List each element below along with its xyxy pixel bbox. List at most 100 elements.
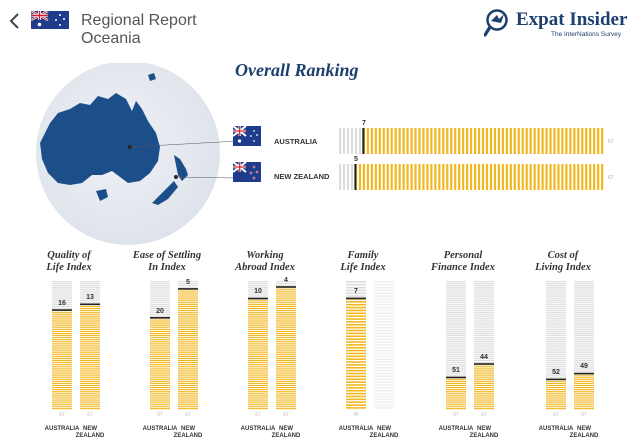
column-segment <box>374 381 394 383</box>
column-segment <box>52 323 72 325</box>
column-segment <box>52 281 72 283</box>
overall-segment <box>358 128 362 154</box>
column-segment <box>52 388 72 390</box>
column-segment <box>346 286 366 289</box>
overall-rank-value-australia: 7 <box>362 120 366 127</box>
column-segment <box>276 354 296 356</box>
column-segment <box>248 383 268 385</box>
column-segment <box>446 371 466 373</box>
australia-flag-icon <box>233 126 261 146</box>
overall-segment <box>473 128 477 154</box>
column-segment <box>374 407 394 409</box>
column-segment <box>248 371 268 373</box>
column-segment <box>80 367 100 369</box>
column-segment <box>574 388 594 390</box>
column-segment <box>546 311 566 313</box>
column-segment <box>546 367 566 369</box>
overall-segment <box>402 128 405 154</box>
column-segment <box>574 321 594 323</box>
column-segment <box>80 394 100 396</box>
column-segment <box>446 338 466 340</box>
column-segment <box>346 295 366 297</box>
column-segment <box>374 303 394 306</box>
back-chevron-icon[interactable] <box>8 11 22 31</box>
column-segment <box>474 315 494 317</box>
overall-segment <box>525 128 528 154</box>
column-rank-marker <box>52 309 72 311</box>
overall-segment <box>434 128 437 154</box>
column-segment <box>276 394 296 396</box>
column-rank-marker <box>80 303 100 306</box>
column-segment <box>574 304 594 306</box>
column-segment <box>374 395 394 398</box>
column-segment <box>150 384 170 387</box>
column-segment <box>546 294 566 296</box>
column-segment <box>178 350 198 352</box>
column-segment <box>374 306 394 309</box>
column-segment <box>474 406 494 408</box>
column-segment <box>178 284 198 286</box>
column-segment <box>80 369 100 371</box>
column-segment <box>574 281 594 283</box>
column-segment <box>178 388 198 390</box>
column-segment <box>276 373 296 375</box>
index-value-1-new_zealand: 5 <box>186 278 190 286</box>
column-segment <box>474 384 494 387</box>
column-segment <box>276 400 296 402</box>
column-segment <box>150 404 170 406</box>
column-segment <box>346 301 366 303</box>
overall-segment <box>589 128 592 154</box>
overall-segment <box>549 128 552 154</box>
column-segment <box>346 387 366 389</box>
column-segment <box>276 296 296 298</box>
column-segment <box>446 319 466 321</box>
column-segment <box>80 375 100 377</box>
column-segment <box>276 408 296 410</box>
column-segment <box>474 300 494 302</box>
column-segment <box>474 358 494 360</box>
overall-segment <box>521 164 524 190</box>
overall-total-australia: 67 <box>608 139 614 145</box>
nz-label-line1: NEW <box>83 426 97 432</box>
column-segment <box>80 361 100 363</box>
column-segment <box>276 309 296 311</box>
column-segment <box>52 369 72 371</box>
column-segment <box>546 377 566 379</box>
column-segment <box>346 361 366 363</box>
column-segment <box>248 398 268 400</box>
overall-segment <box>386 164 389 190</box>
column-segment <box>150 363 170 365</box>
column-segment <box>474 296 494 298</box>
column-segment <box>446 296 466 298</box>
column-segment <box>150 313 170 315</box>
column-segment <box>446 342 466 344</box>
column-segment <box>178 352 198 354</box>
column-segment <box>248 282 268 284</box>
column-segment <box>150 281 170 283</box>
column-segment <box>374 338 394 340</box>
column-segment <box>178 356 198 358</box>
overall-segment <box>454 128 457 154</box>
column-segment <box>446 294 466 296</box>
overall-segment <box>513 164 516 190</box>
overall-segment <box>593 128 596 154</box>
nz-label-line1: NEW <box>279 426 293 432</box>
index-bar-3-new_zealand <box>374 281 394 409</box>
column-segment <box>446 356 466 358</box>
column-segment <box>150 396 170 398</box>
column-segment <box>474 327 494 329</box>
column-segment <box>374 321 394 323</box>
column-segment <box>374 398 394 401</box>
column-segment <box>178 369 198 371</box>
column-segment <box>276 375 296 377</box>
overall-segment <box>593 164 596 190</box>
column-segment <box>248 363 268 365</box>
column-segment <box>446 361 466 363</box>
column-segment <box>374 369 394 372</box>
column-segment <box>346 292 366 295</box>
column-segment <box>150 394 170 396</box>
column-segment <box>248 315 268 317</box>
column-segment <box>574 408 594 410</box>
column-segment <box>276 388 296 390</box>
column-segment <box>150 359 170 361</box>
